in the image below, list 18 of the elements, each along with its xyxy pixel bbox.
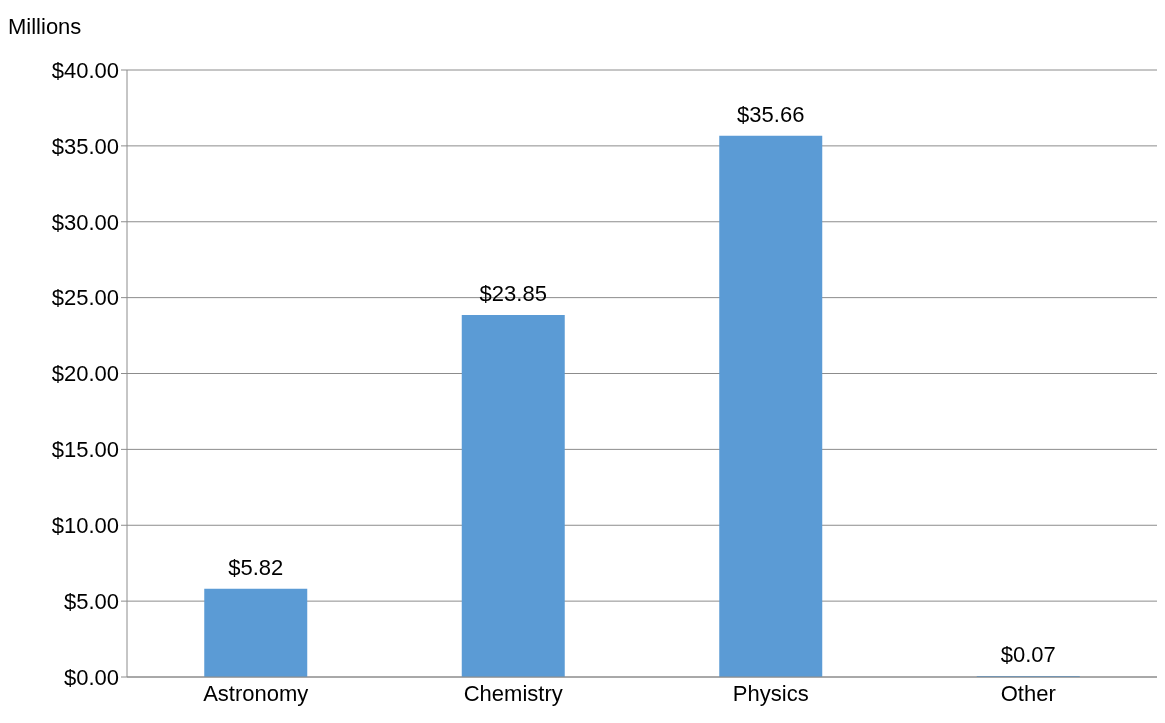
y-tick-label: $30.00 [51,209,119,235]
x-tick-label: Other [1000,680,1056,706]
x-tick-label: Physics [732,680,809,706]
x-tick-label: Chemistry [463,680,563,706]
y-tick-label: $35.00 [51,133,119,159]
y-axis-title: Millions [8,14,82,40]
y-tick-label: $15.00 [51,437,119,463]
data-label: $5.82 [228,554,284,580]
data-label: $23.85 [479,281,547,307]
y-tick-label: $0.00 [63,664,119,690]
y-tick-label: $10.00 [51,513,119,539]
y-tick-label: $20.00 [51,361,119,387]
y-tick-label: $40.00 [51,57,119,83]
data-label: $0.07 [1000,641,1056,667]
y-tick-label: $25.00 [51,285,119,311]
y-tick-label: $5.00 [63,588,119,614]
x-tick-label: Astronomy [203,680,309,706]
data-label: $35.66 [737,101,805,127]
